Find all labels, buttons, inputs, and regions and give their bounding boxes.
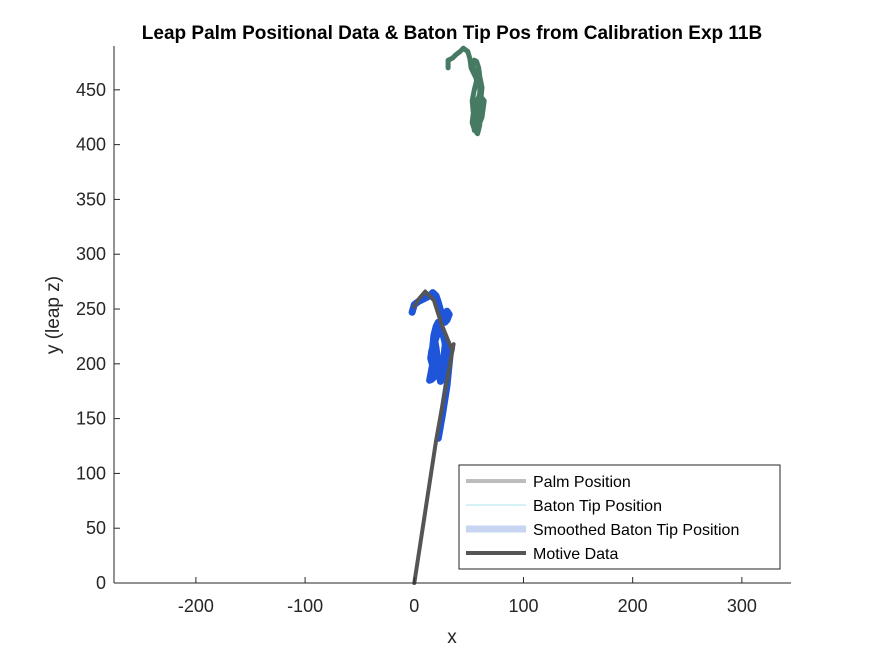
series-line-motive-data [412,289,456,585]
y-tick-label: 150 [76,409,106,429]
y-axis-label: y (leap z) [43,276,64,354]
y-tick-label: 250 [76,299,106,319]
series-line-palm-position [445,45,487,137]
y-tick-label: 200 [76,354,106,374]
x-tick-label: 0 [409,596,419,616]
x-tick-label: 300 [727,596,757,616]
legend: Palm Position Baton Tip Position Smoothe… [458,464,781,570]
x-tick-label: 200 [618,596,648,616]
x-ticks: -200 -100 0 100 200 300 [178,577,757,616]
x-axis-label: x [447,627,457,648]
x-tick-label: -100 [287,596,323,616]
legend-label-palm-position: Palm Position [533,474,631,491]
y-tick-label: 350 [76,189,106,209]
y-tick-label: 100 [76,463,106,483]
legend-label-smoothed-baton-tip-position: Smoothed Baton Tip Position [533,522,739,539]
x-tick-label: 100 [508,596,538,616]
y-tick-label: 400 [76,135,106,155]
series-line-baton-tip-position [411,292,452,439]
plot-lines [408,45,487,585]
y-ticks: 0 50 100 150 200 250 300 350 400 450 [76,80,120,593]
legend-label-baton-tip-position: Baton Tip Position [533,498,662,515]
y-tick-label: 0 [96,573,106,593]
chart-title: Leap Palm Positional Data & Baton Tip Po… [142,23,762,44]
y-tick-label: 50 [86,518,106,538]
y-tick-label: 300 [76,244,106,264]
legend-label-motive-data: Motive Data [533,546,618,563]
y-tick-label: 450 [76,80,106,100]
x-tick-label: -200 [178,596,214,616]
